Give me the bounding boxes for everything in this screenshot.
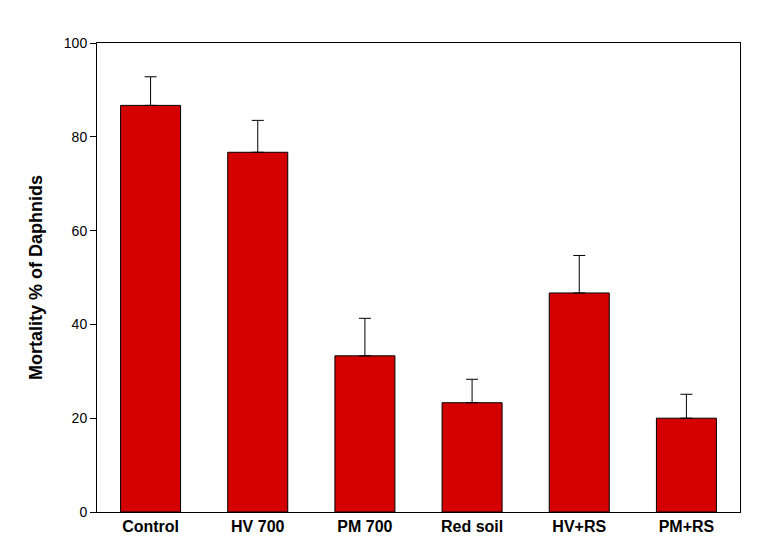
- svg-text:Mortality % of Daphnids: Mortality % of Daphnids: [26, 175, 46, 380]
- svg-text:Control: Control: [122, 518, 179, 535]
- svg-text:100: 100: [64, 35, 88, 51]
- svg-text:HV 700: HV 700: [231, 518, 284, 535]
- svg-text:60: 60: [72, 223, 88, 239]
- svg-text:80: 80: [72, 129, 88, 145]
- svg-text:Red soil: Red soil: [441, 518, 503, 535]
- svg-text:HV+RS: HV+RS: [552, 518, 606, 535]
- svg-text:20: 20: [72, 410, 88, 426]
- svg-text:40: 40: [72, 316, 88, 332]
- svg-text:0: 0: [79, 504, 87, 520]
- svg-text:PM+RS: PM+RS: [659, 518, 715, 535]
- svg-text:PM 700: PM 700: [337, 518, 392, 535]
